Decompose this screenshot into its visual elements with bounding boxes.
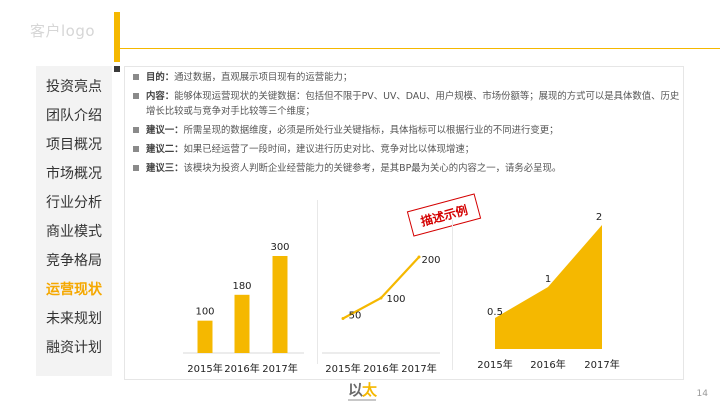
bar xyxy=(272,256,288,353)
nav-item[interactable]: 行业分析 xyxy=(46,195,102,211)
bar xyxy=(234,294,250,353)
line-x-tick-label: 2017年 xyxy=(401,362,436,375)
area-series xyxy=(495,225,602,349)
bullet-key: 建议三： xyxy=(146,163,184,174)
line-point xyxy=(417,255,421,259)
content-box xyxy=(124,66,684,380)
page-number: 14 xyxy=(696,389,708,399)
header-divider xyxy=(120,48,720,49)
brand-logo-icon: 以 太 xyxy=(348,381,378,401)
area-value-label: 1 xyxy=(545,274,551,285)
nav-item[interactable]: 市场概况 xyxy=(46,166,102,182)
line-value-label: 50 xyxy=(349,311,362,322)
bar-x-tick-label: 2015年 xyxy=(187,362,222,375)
line-value-label: 100 xyxy=(386,294,405,305)
nav-item[interactable]: 商业模式 xyxy=(46,224,102,240)
bullet-square-icon xyxy=(133,74,139,80)
bullet-list: 目的：通过数据，直观展示项目现有的运营能力； 内容：能够体现运营现状的关键数据：包… xyxy=(130,70,680,180)
chart-divider-left xyxy=(317,200,318,364)
area-value-label: 2 xyxy=(596,212,602,223)
bullet-key: 目的： xyxy=(146,72,175,83)
bullet-key: 内容： xyxy=(146,91,175,102)
nav-item[interactable]: 竞争格局 xyxy=(46,253,102,269)
area-value-label: 0.5 xyxy=(487,307,503,318)
bar-x-tick-label: 2016年 xyxy=(224,362,259,375)
line-point xyxy=(341,317,345,320)
line-point xyxy=(379,296,383,300)
svg-text:太: 太 xyxy=(362,381,378,399)
bullet-text: 如果已经运营了一段时间，建议进行历史对比、竞争对比以体现增速； xyxy=(183,144,475,155)
bullet-square-icon xyxy=(133,127,139,133)
line-x-tick-label: 2016年 xyxy=(363,362,398,375)
nav-item[interactable]: 运营现状 xyxy=(46,282,102,298)
bullet-item: 目的：通过数据，直观展示项目现有的运营能力； xyxy=(130,70,680,85)
area-x-tick-label: 2017年 xyxy=(584,358,619,371)
bar xyxy=(197,320,213,353)
line-x-tick-label: 2015年 xyxy=(325,362,360,375)
bullet-item: 内容：能够体现运营现状的关键数据：包括但不限于PV、UV、DAU、用户规模、市场… xyxy=(130,89,680,119)
bullet-text: 所需呈现的数据维度，必须是所处行业关键指标，具体指标可以根据行业的不同进行变更； xyxy=(183,125,559,136)
bullet-item: 建议一：所需呈现的数据维度，必须是所处行业关键指标，具体指标可以根据行业的不同进… xyxy=(130,123,680,138)
bar-x-tick-label: 2017年 xyxy=(262,362,297,375)
accent-stub xyxy=(114,66,120,72)
client-logo: 客户logo xyxy=(30,22,96,40)
svg-text:以: 以 xyxy=(348,381,363,399)
area-x-tick-label: 2015年 xyxy=(477,358,512,371)
bullet-key: 建议二： xyxy=(146,144,184,155)
nav-item[interactable]: 融资计划 xyxy=(46,340,102,356)
bullet-text: 通过数据，直观展示项目现有的运营能力； xyxy=(174,72,353,83)
bullet-text: 该模块为投资人判断企业经营能力的关键参考，是其BP最为关心的内容之一，请务必呈现… xyxy=(183,163,562,174)
nav-item[interactable]: 团队介绍 xyxy=(46,108,102,124)
bullet-text: 能够体现运营现状的关键数据：包括但不限于PV、UV、DAU、用户规模、市场份额等… xyxy=(146,91,680,117)
series-line xyxy=(342,256,420,320)
sidebar-nav: 投资亮点团队介绍项目概况市场概况行业分析商业模式竞争格局运营现状未来规划融资计划 xyxy=(36,66,112,376)
bar-value-label: 300 xyxy=(270,242,289,253)
nav-item[interactable]: 投资亮点 xyxy=(46,79,102,95)
line-value-label: 200 xyxy=(421,255,440,266)
bullet-item: 建议二：如果已经运营了一段时间，建议进行历史对比、竞争对比以体现增速； xyxy=(130,142,680,157)
nav-item[interactable]: 未来规划 xyxy=(46,311,102,327)
nav-item[interactable]: 项目概况 xyxy=(46,137,102,153)
bullet-square-icon xyxy=(133,93,139,99)
area-x-tick-label: 2016年 xyxy=(530,358,565,371)
bullet-square-icon xyxy=(133,165,139,171)
bullet-item: 建议三：该模块为投资人判断企业经营能力的关键参考，是其BP最为关心的内容之一，请… xyxy=(130,161,680,176)
bar-value-label: 180 xyxy=(232,281,251,292)
accent-bar xyxy=(114,12,120,62)
bullet-square-icon xyxy=(133,146,139,152)
chart-divider-right xyxy=(452,220,453,370)
bullet-key: 建议一： xyxy=(146,125,184,136)
bar-value-label: 100 xyxy=(195,307,214,318)
